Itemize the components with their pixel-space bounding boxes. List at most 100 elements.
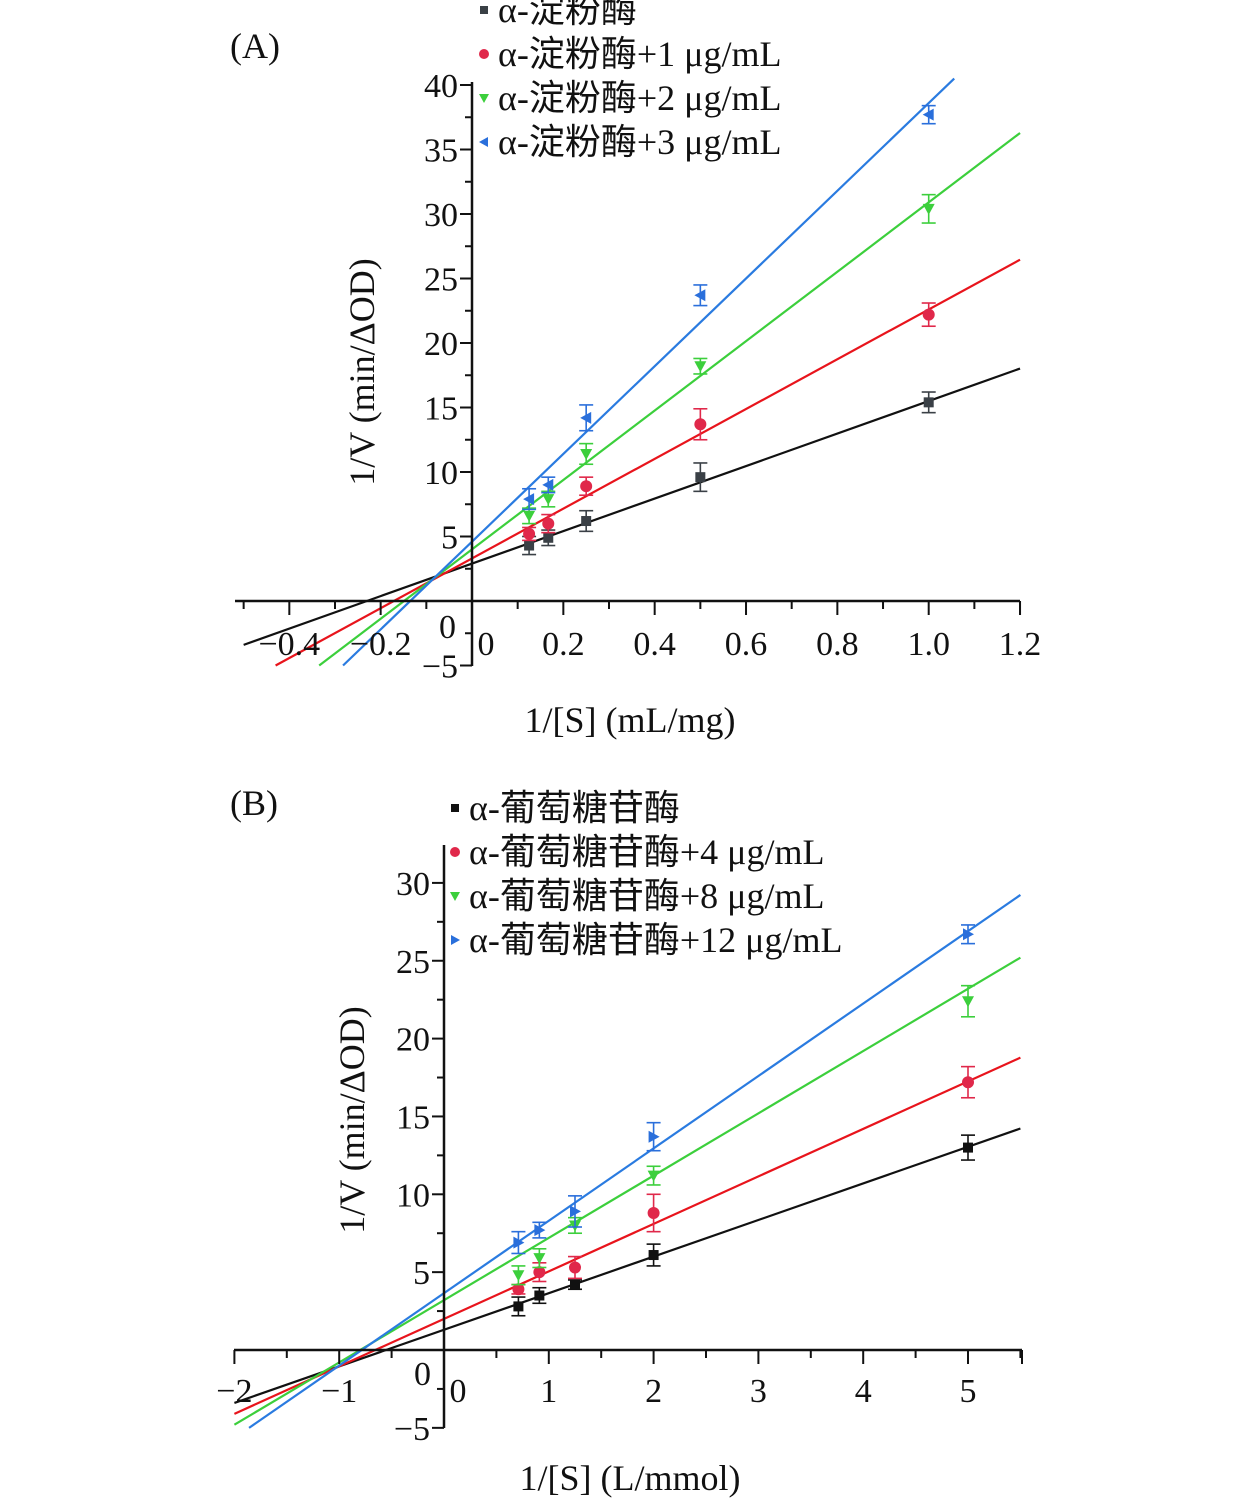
legend-item-1: α-淀粉酶 [498,0,637,30]
fit-line-4 [342,77,955,667]
fit-line-1 [234,1127,1021,1404]
fit-line-1 [243,367,1021,646]
y-tick-label: −5 [422,649,458,686]
x-tick-label: 2 [645,1373,662,1410]
y-tick-label: 5 [441,520,458,557]
series-1-points [511,1134,975,1317]
fit-lines-b [233,894,1022,1429]
triangle-down-marker [962,996,974,1008]
triangle-down-marker [647,1170,660,1182]
panel-label-a: (A) [230,26,280,66]
triangle-right-marker [648,1130,660,1143]
square-marker [570,1279,580,1290]
circle-marker [479,49,489,59]
circle-marker [542,517,555,530]
series-4-points [511,924,975,1255]
y-tick-label: 25 [424,262,458,299]
y-tick-label: 5 [413,1255,430,1292]
axes-a: −0.4 −0.2 0 0.2 0.4 0.6 0.8 1.0 1.2−505101520253… [235,68,1041,686]
x-tick-label: 0.2 [542,626,585,663]
legend-item-4: α-淀粉酶+3 μg/mL [498,122,781,162]
series-4-points [522,104,936,511]
y-tick-label: 30 [424,197,458,234]
legend-item-3: α-淀粉酶+2 μg/mL [498,78,781,118]
x-tick-label: 0.8 [816,626,859,663]
circle-marker [647,1206,660,1219]
triangle-down-marker [580,448,593,460]
legend-a: α-淀粉酶 α-淀粉酶+1 μg/mLα-淀粉酶+2 μg/mLα-淀粉酶+3 μ… [479,0,781,162]
triangle-down-marker [523,510,536,522]
circle-marker [512,1283,525,1296]
circle-marker [962,1076,974,1089]
axes-b: −2 −1 0 1 2 3 4 5 −5 0 5 10 15 20 25 30 [216,845,1023,1448]
triangle-right-marker [570,1205,581,1218]
square-marker [648,1250,659,1261]
triangle-right-marker [513,1236,525,1249]
x-tick-label: 3 [750,1373,767,1410]
y-tick-label: 30 [396,866,430,903]
x-tick-label: 0.6 [725,626,768,663]
fit-line-2 [275,258,1021,667]
legend-item-2: α-葡萄糖苷酶+4 μg/mL [469,832,824,872]
square-marker [923,397,934,408]
triangle-down-marker [533,1253,546,1265]
circle-marker [450,847,460,857]
fit-lines-a [243,77,1021,667]
legend-item-3: α-葡萄糖苷酶+8 μg/mL [469,876,824,916]
x-tick-label: −0.2 [350,626,412,663]
x-axis-title-b: 1/[S] (L/mmol) [520,1458,741,1498]
x-tick-label: 0 [478,626,495,663]
triangle-down-marker [479,94,489,103]
x-tick-label: 4 [855,1373,872,1410]
triangle-down-marker [694,361,707,373]
data-points-b [511,924,975,1317]
triangle-left-marker [479,137,488,147]
circle-marker [694,418,707,431]
x-tick-label: 1.0 [907,626,950,663]
triangle-right-marker [534,1224,546,1237]
square-marker [543,532,554,543]
x-tick-label: −0.4 [258,626,320,663]
legend-item-4: α-葡萄糖苷酶+12 μg/mL [469,920,842,960]
y-tick-label: 15 [396,1099,430,1136]
square-marker [513,1301,524,1312]
x-tick-label: −2 [216,1373,252,1410]
square-marker [963,1142,973,1153]
square-marker [524,540,535,551]
y-tick-label: 10 [396,1177,430,1214]
y-axis-title-b: 1/V (min/ΔOD) [332,1006,372,1233]
series-2-points [511,1065,975,1296]
legend-item-1: α-葡萄糖苷酶 [469,788,680,828]
y-axis-title-a: 1/V (min/ΔOD) [342,258,382,485]
fit-line-2 [233,1056,1021,1415]
triangle-right-marker [451,935,460,945]
x-axis-title-a: 1/[S] (mL/mg) [525,700,736,740]
triangle-left-marker [523,493,535,506]
triangle-right-marker [963,928,974,941]
series-2-points [522,302,936,542]
circle-marker [580,480,593,493]
x-tick-label: 0.4 [633,626,676,663]
legend-item-2: α-淀粉酶+1 μg/mL [498,34,781,74]
y-tick-label: −5 [394,1411,430,1448]
triangle-down-marker [922,203,935,215]
triangle-down-marker [542,494,555,506]
series-3-points [511,984,975,1286]
square-marker [695,472,706,483]
x-tick-label: −1 [321,1373,357,1410]
x-tick-label: 0 [450,1373,467,1410]
x-tick-label: 5 [960,1373,977,1410]
triangle-left-marker [580,411,592,424]
y-tick-label: 10 [424,455,458,492]
triangle-left-marker [922,108,934,121]
fit-line-4 [248,894,1022,1429]
square-marker [534,1290,545,1301]
circle-marker [569,1261,581,1274]
y-tick-label: 0 [414,1356,431,1393]
circle-marker [533,1266,546,1279]
y-tick-label: 40 [424,68,458,105]
triangle-down-marker [512,1270,525,1282]
